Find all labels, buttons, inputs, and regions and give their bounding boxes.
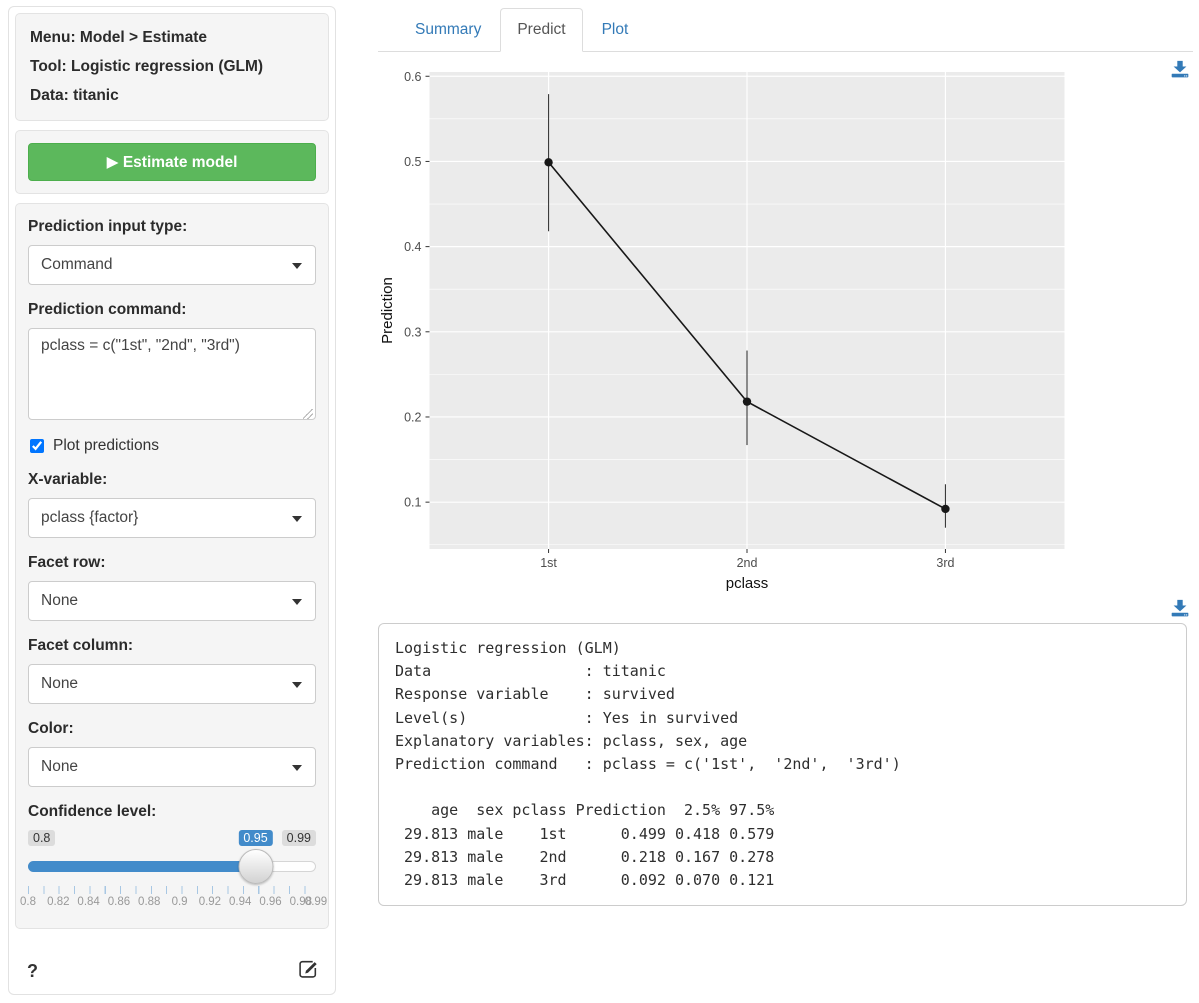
chevron-down-icon [292, 765, 302, 771]
play-icon: ▶ [106, 153, 119, 171]
prediction-plot-container: 0.1 0.2 0.3 0.4 0.5 0.6 1st 2nd 3rd pclass Predict… [378, 58, 1193, 599]
svg-text:3rd: 3rd [936, 556, 954, 570]
plot-predictions-checkbox[interactable] [30, 439, 44, 453]
svg-text:0.1: 0.1 [404, 496, 421, 510]
tab-bar: Summary Predict Plot [378, 8, 1193, 52]
prediction-command-input[interactable] [28, 328, 316, 420]
slider-tick-label: 0.84 [77, 896, 100, 908]
prediction-command-label: Prediction command: [28, 301, 187, 318]
slider-grid-labels: 0.8 0.82 0.84 0.86 0.88 0.9 0.92 0.94 0.96 0.98 0.… [20, 896, 327, 912]
slider-handle[interactable] [238, 849, 274, 884]
x-variable-select[interactable]: pclass {factor} [28, 498, 316, 538]
estimate-panel: ▶ Estimate model [15, 130, 329, 194]
slider-value-badge: 0.95 [238, 830, 273, 846]
x-variable-value: pclass {factor} [41, 509, 139, 526]
slider-tick-label: 0.86 [107, 896, 131, 908]
svg-text:2nd: 2nd [737, 556, 758, 570]
slider-tick-label: 0.96 [259, 896, 282, 908]
download-output-row [378, 599, 1193, 621]
slider-tick-label: 0.88 [138, 896, 161, 908]
chevron-down-icon [292, 682, 302, 688]
svg-text:0.4: 0.4 [404, 240, 421, 254]
edit-report-icon[interactable] [298, 958, 319, 984]
sidebar-footer: ? [15, 952, 329, 988]
prediction-input-type-value: Command [41, 256, 113, 273]
menu-breadcrumb: Menu: Model > Estimate [30, 29, 207, 46]
estimate-model-button[interactable]: ▶ Estimate model [28, 143, 316, 181]
slider-tick-label: 0.98 [289, 896, 313, 908]
sidebar: Menu: Model > Estimate Tool: Logistic re… [0, 0, 336, 995]
prediction-controls-panel: Prediction input type: Command Predictio… [15, 203, 329, 929]
prediction-input-type-label: Prediction input type: [28, 218, 188, 235]
svg-text:0.5: 0.5 [404, 155, 421, 169]
x-variable-label: X-variable: [28, 471, 108, 488]
download-plot-icon[interactable] [1171, 60, 1189, 83]
slider-tick-label: 0.8 [20, 896, 36, 908]
svg-text:Prediction: Prediction [379, 277, 396, 344]
svg-text:0.3: 0.3 [404, 325, 421, 339]
facet-column-value: None [41, 675, 79, 692]
tab-summary[interactable]: Summary [415, 21, 482, 38]
slider-tick-label: 0.82 [47, 896, 70, 908]
facet-row-value: None [41, 592, 79, 609]
facet-column-label: Facet column: [28, 637, 134, 654]
plot-predictions-label: Plot predictions [53, 437, 159, 454]
tab-plot[interactable]: Plot [601, 21, 629, 38]
facet-row-label: Facet row: [28, 554, 106, 571]
chevron-down-icon [292, 516, 302, 522]
slider-min-badge: 0.8 [28, 830, 56, 846]
svg-text:0.6: 0.6 [404, 70, 421, 84]
prediction-plot: 0.1 0.2 0.3 0.4 0.5 0.6 1st 2nd 3rd pclass Predict… [379, 70, 1065, 592]
slider-tick-label: 0.94 [229, 896, 252, 908]
confidence-level-label: Confidence level: [28, 803, 157, 820]
slider-tick-label: 0.92 [198, 896, 222, 908]
slider-tick-label: 0.99 [304, 896, 328, 908]
download-output-icon[interactable] [1171, 599, 1189, 622]
facet-column-select[interactable]: None [28, 664, 316, 704]
facet-row-select[interactable]: None [28, 581, 316, 621]
svg-text:0.2: 0.2 [404, 410, 421, 424]
sidebar-container: Menu: Model > Estimate Tool: Logistic re… [8, 6, 336, 995]
tool-name: Tool: Logistic regression (GLM) [30, 58, 264, 75]
svg-text:1st: 1st [540, 556, 557, 570]
svg-text:pclass: pclass [726, 575, 769, 592]
model-info-panel: Menu: Model > Estimate Tool: Logistic re… [15, 13, 329, 121]
dataset-name: Data: titanic [30, 87, 119, 104]
color-select[interactable]: None [28, 747, 316, 787]
resize-grip-icon[interactable] [303, 409, 313, 419]
slider-max-badge: 0.99 [281, 830, 316, 846]
help-icon[interactable]: ? [27, 960, 38, 981]
prediction-summary-output: Logistic regression (GLM) Data : titanic… [378, 623, 1187, 907]
slider-tick-label: 0.9 [171, 896, 188, 908]
prediction-input-type-select[interactable]: Command [28, 245, 316, 285]
tab-predict[interactable]: Predict [500, 8, 583, 52]
chevron-down-icon [292, 263, 302, 269]
confidence-level-slider: 0.8 0.95 0.99 0.8 0.82 0.84 0.86 0.88 0.9 0.92… [20, 830, 327, 916]
slider-tick-marks [28, 886, 316, 894]
color-value: None [41, 758, 79, 775]
slider-fill [28, 861, 256, 872]
chevron-down-icon [292, 599, 302, 605]
main-content: Summary Predict Plot 0.1 0.2 0.3 0.4 0.5 0.6 1… [336, 0, 1199, 995]
estimate-model-label: Estimate model [122, 153, 238, 171]
color-label: Color: [28, 720, 74, 737]
